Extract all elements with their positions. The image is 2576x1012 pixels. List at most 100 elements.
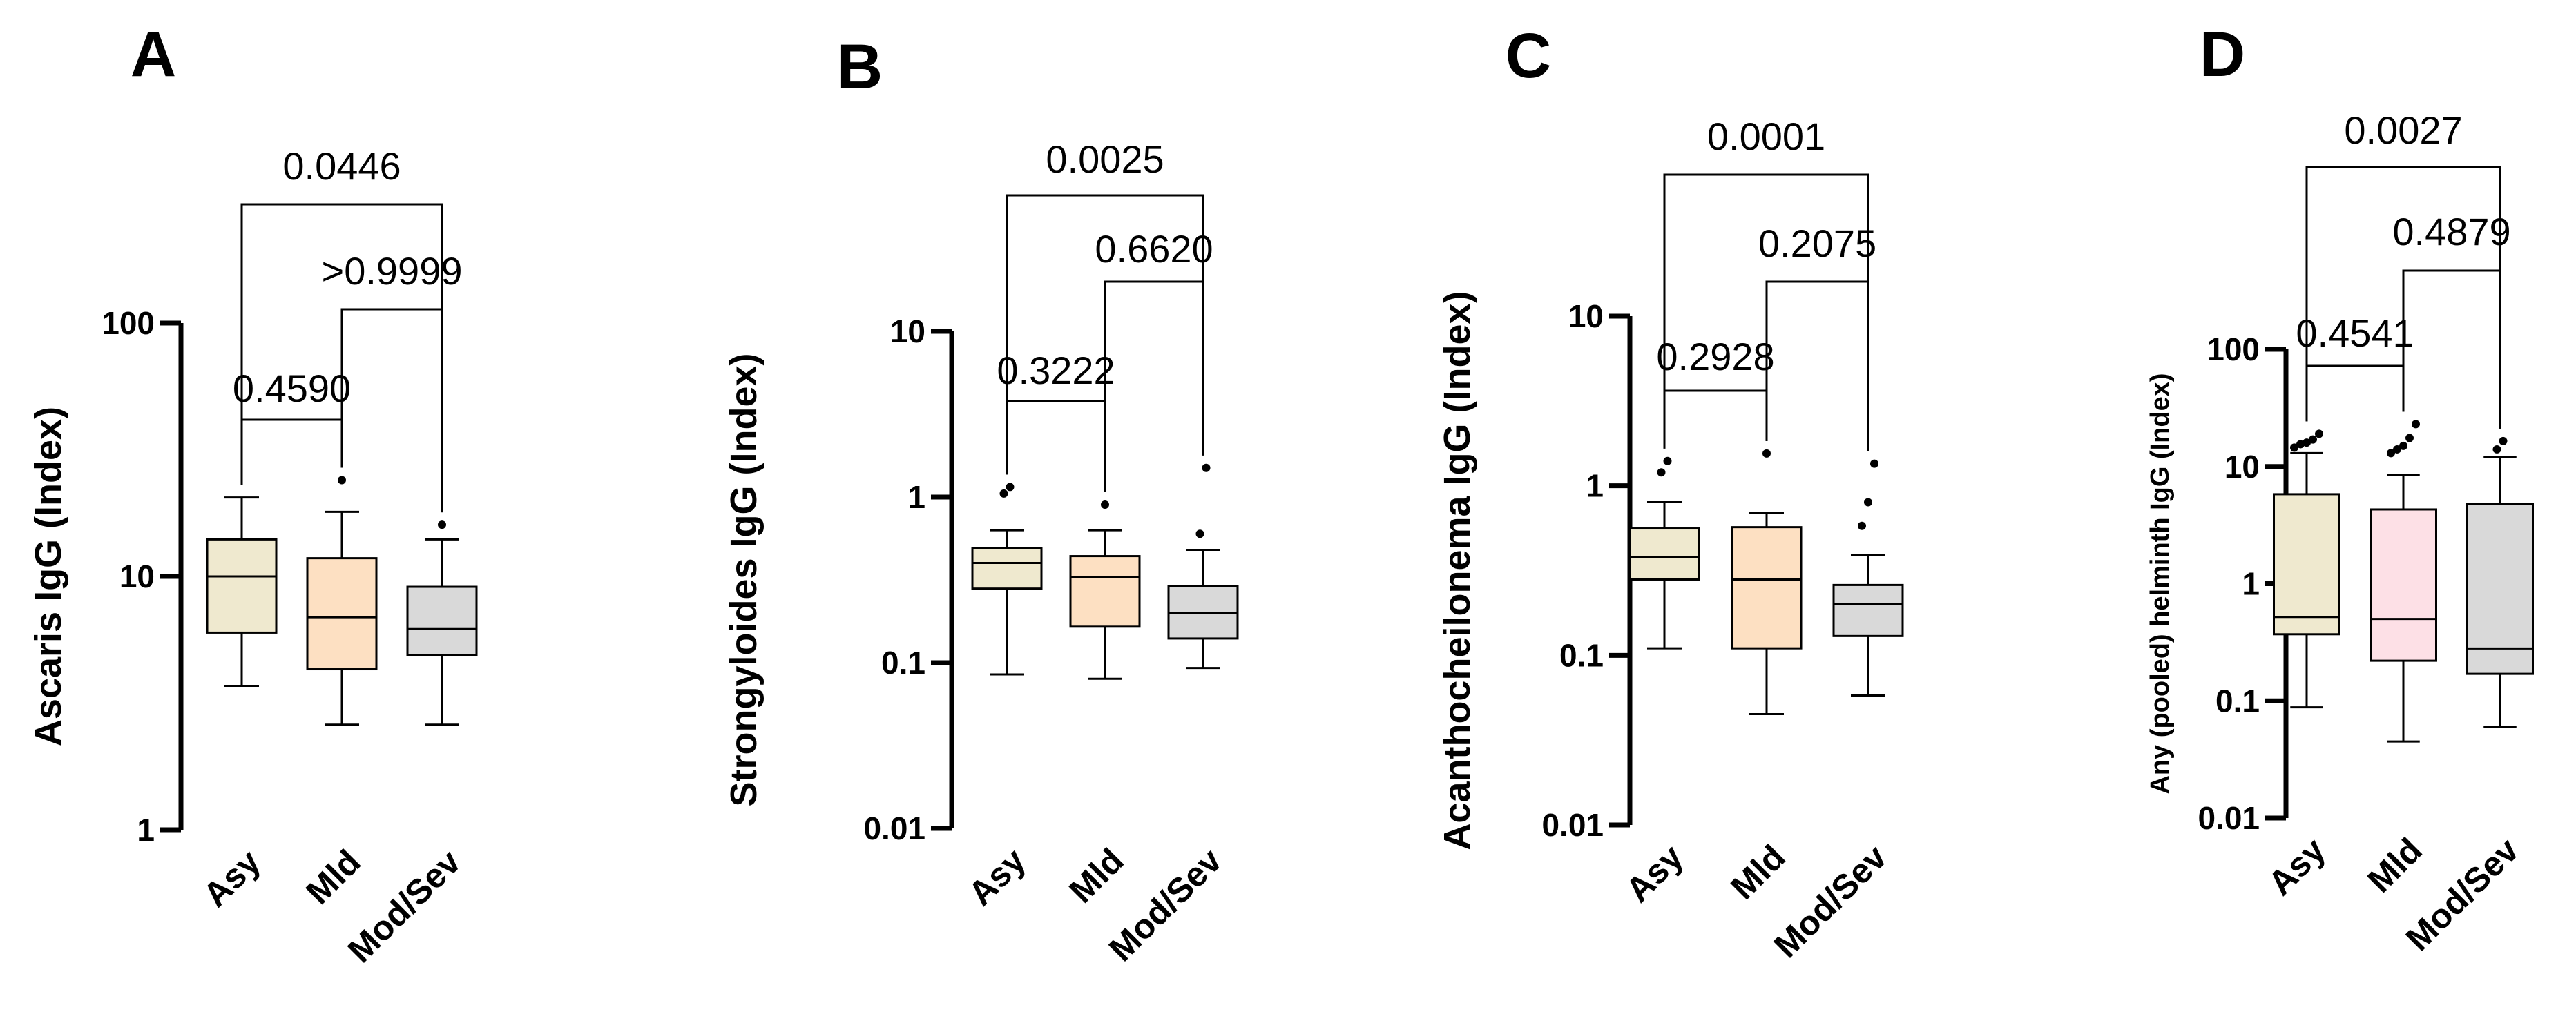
box-iqr xyxy=(206,538,278,634)
p-value-label: 0.0001 xyxy=(1707,115,1825,158)
p-value-label: 0.6620 xyxy=(1095,227,1213,271)
comparison-bracket: 0.4590 xyxy=(233,367,351,485)
panel-c: C 0.01 0.1 1 10 Acanthocheilonema IgG (Index)… xyxy=(1436,21,1904,965)
y-tick-label: 1 xyxy=(2242,566,2260,602)
y-axis-label: Any (pooled) helminth IgG (Index) xyxy=(2146,373,2175,794)
y-tick-label: 0.01 xyxy=(1541,807,1604,843)
outlier-point xyxy=(2405,434,2414,442)
p-value-label: 0.4879 xyxy=(2392,210,2510,253)
bracket-line xyxy=(240,418,343,485)
outlier-point xyxy=(1657,468,1666,477)
x-category-label: Asy xyxy=(195,842,268,915)
box-mld xyxy=(2370,420,2437,743)
box-mod-sev xyxy=(1832,459,1904,697)
bracket-line xyxy=(1006,400,1106,492)
x-category-label: Mld xyxy=(1723,837,1792,906)
outlier-point xyxy=(2492,445,2501,454)
box-asy xyxy=(1628,456,1700,650)
box-iqr xyxy=(1731,526,1803,650)
y-tick-label: 10 xyxy=(890,313,925,349)
bracket-line xyxy=(1765,280,1869,451)
p-value-label: 0.4541 xyxy=(2296,311,2414,355)
outlier-point xyxy=(1870,459,1878,468)
box-iqr xyxy=(306,557,378,671)
y-tick-label: 1 xyxy=(907,479,925,515)
box-iqr xyxy=(1832,583,1904,637)
outlier-point xyxy=(2393,445,2401,454)
box-asy xyxy=(971,483,1043,676)
outlier-point xyxy=(2387,449,2395,458)
panel-letter: A xyxy=(131,19,176,90)
p-value-label: 0.4590 xyxy=(233,367,351,410)
box-mld xyxy=(306,476,378,726)
panel-b: B 0.01 0.1 1 10 Strongyloides IgG (Index) 0.32… xyxy=(723,32,1239,969)
panel-d: D 0.01 0.1 1 10 100 Any (pooled) helminth IgG … xyxy=(2146,19,2534,958)
bracket-line xyxy=(1104,280,1204,492)
box-iqr xyxy=(2273,493,2340,636)
comparison-bracket: 0.6620 xyxy=(1095,227,1213,492)
y-tick-label: 1 xyxy=(137,812,155,848)
outlier-point xyxy=(2309,435,2317,444)
outlier-point xyxy=(2399,441,2407,450)
outlier-point xyxy=(1864,498,1872,507)
y-tick-label: 0.1 xyxy=(2215,683,2260,719)
p-value-label: 0.0025 xyxy=(1046,137,1164,181)
panel-letter: C xyxy=(1506,21,1551,91)
p-value-label: 0.3222 xyxy=(997,349,1115,392)
x-category-label: Mod/Sev xyxy=(1767,837,1894,965)
box-iqr xyxy=(1069,555,1141,628)
comparison-bracket: 0.0025 xyxy=(1006,137,1204,475)
y-tick-label: 1 xyxy=(1586,468,1604,504)
p-value-label: >0.9999 xyxy=(322,249,463,293)
comparison-bracket: >0.9999 xyxy=(322,249,463,513)
box-mod-sev xyxy=(1167,463,1239,670)
comparison-bracket: 0.2928 xyxy=(1656,335,1775,449)
box-mld xyxy=(1069,500,1141,680)
x-category-label: Mld xyxy=(2360,830,2429,899)
x-category-label: Mld xyxy=(1061,841,1131,910)
p-value-label: 0.0446 xyxy=(282,144,401,188)
bracket-line xyxy=(2402,269,2501,429)
outlier-point xyxy=(2290,443,2298,452)
outlier-point xyxy=(1762,449,1771,458)
outlier-point xyxy=(2303,438,2311,447)
x-category-label: Asy xyxy=(1618,837,1691,910)
outlier-point xyxy=(1202,463,1211,472)
comparison-bracket: 0.4541 xyxy=(2296,311,2414,422)
y-axis-label: Strongyloides IgG (Index) xyxy=(723,353,765,806)
box-iqr xyxy=(2466,503,2534,675)
p-value-label: 0.2075 xyxy=(1758,222,1876,265)
box-mod-sev xyxy=(2466,436,2534,728)
bracket-line xyxy=(2305,166,2501,429)
comparison-bracket: 0.3222 xyxy=(997,349,1115,492)
outlier-point xyxy=(1006,483,1015,492)
bracket-line xyxy=(240,203,443,513)
y-tick-label: 0.1 xyxy=(1559,637,1604,673)
bracket-line xyxy=(1006,194,1204,475)
outlier-point xyxy=(338,476,346,485)
y-axis-label: Acanthocheilonema IgG (Index) xyxy=(1436,291,1478,850)
p-value-label: 0.2928 xyxy=(1656,335,1774,378)
outlier-point xyxy=(2315,429,2323,438)
box-iqr xyxy=(1628,527,1700,581)
outlier-point xyxy=(1195,529,1204,538)
y-tick-label: 0.01 xyxy=(863,810,925,846)
box-iqr xyxy=(406,585,478,656)
comparison-bracket: 0.0001 xyxy=(1663,115,1869,451)
box-mod-sev xyxy=(406,520,478,726)
x-category-label: Asy xyxy=(2260,830,2333,903)
outlier-point xyxy=(1858,521,1866,530)
y-axis-label: Ascaris IgG (Index) xyxy=(28,407,69,746)
comparison-bracket: 0.0446 xyxy=(240,144,443,513)
x-category-label: Mld xyxy=(298,842,367,911)
panel-letter: D xyxy=(2200,19,2245,90)
comparison-bracket: 0.0027 xyxy=(2305,108,2501,429)
y-tick-label: 10 xyxy=(119,558,155,594)
outlier-point xyxy=(2412,420,2420,429)
y-tick-label: 10 xyxy=(2224,449,2260,485)
bracket-line xyxy=(340,308,443,513)
y-tick-label: 100 xyxy=(102,305,155,341)
outlier-point xyxy=(438,520,446,529)
x-category-label: Asy xyxy=(961,841,1033,913)
